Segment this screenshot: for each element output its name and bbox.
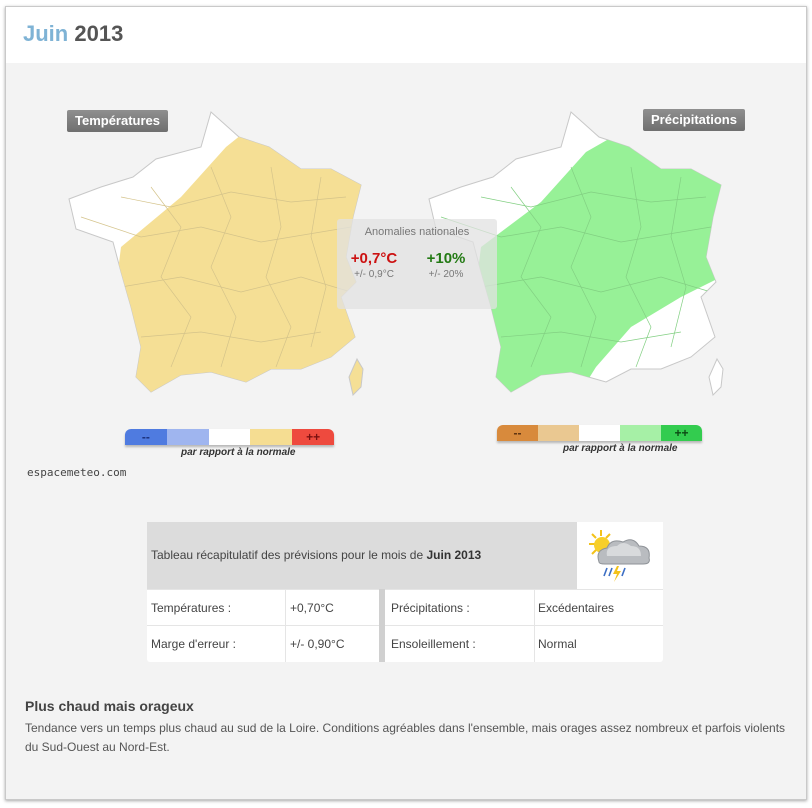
column-separator xyxy=(379,589,385,662)
table-header: Tableau récapitulatif des prévisions pou… xyxy=(147,522,577,589)
temperature-legend-cell xyxy=(250,429,293,445)
table-cell: +0,70°C xyxy=(290,601,334,615)
temperature-legend-cell xyxy=(208,429,251,445)
column-divider xyxy=(285,589,286,662)
temperature-anomaly-error: +/- 0,9°C xyxy=(354,269,394,280)
title-year: 2013 xyxy=(74,21,124,46)
summary-text: Tendance vers un temps plus chaud au sud… xyxy=(25,721,786,754)
forecast-card: Juin 2013 Températures xyxy=(5,6,807,800)
temperature-legend: -- ++ xyxy=(125,429,334,445)
precipitation-legend-cell xyxy=(620,425,661,441)
precipitation-anomaly-error: +/- 20% xyxy=(428,269,464,280)
sun-cloud-storm-icon xyxy=(577,522,663,589)
precipitation-legend-cell: -- xyxy=(497,425,538,441)
page-title: Juin 2013 xyxy=(23,21,123,47)
row-divider xyxy=(147,589,663,590)
temperature-legend-cell xyxy=(166,429,209,445)
precipitation-map xyxy=(428,111,724,396)
table-cell: Températures : xyxy=(151,601,232,615)
table-cell: Marge d'erreur : xyxy=(151,637,236,651)
table-header-prefix: Tableau récapitulatif des prévisions pou… xyxy=(151,548,424,562)
table-cell: Normal xyxy=(538,637,577,651)
table-header-text: Tableau récapitulatif des prévisions pou… xyxy=(151,548,481,562)
national-anomalies-box: Anomalies nationales +0,7°C +/- 0,9°C +1… xyxy=(337,219,497,309)
temperature-legend-cell: -- xyxy=(125,429,167,445)
precipitation-anomaly-value: +10% xyxy=(426,250,466,267)
temperature-anomaly-value: +0,7°C xyxy=(350,250,398,267)
summary-title: Plus chaud mais orageux xyxy=(25,698,194,714)
source-credit: espacemeteo.com xyxy=(27,466,127,479)
column-divider xyxy=(534,589,535,662)
table-cell: Ensoleillement : xyxy=(391,637,476,651)
table-cell: +/- 0,90°C xyxy=(290,637,345,651)
precipitation-legend-cell xyxy=(579,425,620,441)
title-month: Juin xyxy=(23,21,69,46)
precipitation-legend: -- ++ xyxy=(497,425,702,441)
table-cell: Excédentaires xyxy=(538,601,615,615)
temperature-legend-cell: ++ xyxy=(292,429,334,445)
row-divider xyxy=(147,625,663,626)
temperature-map xyxy=(68,111,364,396)
precipitation-legend-cell xyxy=(538,425,579,441)
forecast-summary-table: Tableau récapitulatif des prévisions pou… xyxy=(147,522,663,662)
temperature-legend-caption: par rapport à la normale xyxy=(181,447,296,458)
table-header-month: Juin 2013 xyxy=(426,548,482,562)
temperature-tag: Températures xyxy=(67,110,169,132)
precipitation-legend-caption: par rapport à la normale xyxy=(563,443,678,454)
card-header: Juin 2013 xyxy=(6,7,806,63)
precipitation-legend-cell: ++ xyxy=(661,425,702,441)
anomalies-label: Anomalies nationales xyxy=(364,226,470,238)
table-cell: Précipitations : xyxy=(391,601,470,615)
precipitation-tag: Précipitations xyxy=(643,109,745,131)
